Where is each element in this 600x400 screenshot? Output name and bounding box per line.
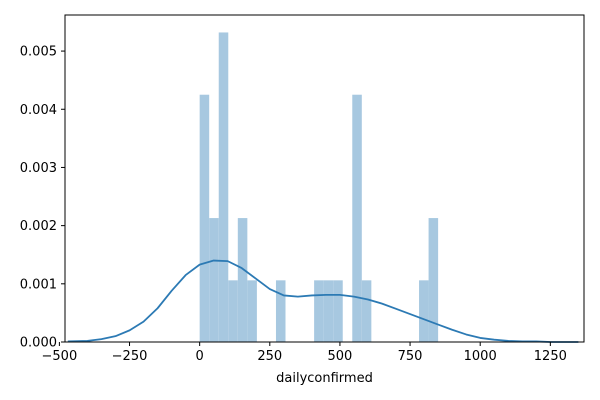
histogram-bar-0: [199, 94, 210, 342]
y-tick-label: 0.000: [20, 336, 57, 351]
histogram-bar-4: [237, 218, 248, 342]
x-tick-label: −250: [112, 349, 148, 364]
plot-frame: [64, 14, 585, 343]
y-tick-label: 0.005: [20, 45, 57, 60]
y-axis-ticks: 0.000 0.001 0.002 0.003 0.004 0.005: [20, 45, 65, 351]
y-tick-label: 0.004: [20, 103, 57, 118]
x-axis-ticks: −500 −250 0 250 500 750 1000 1250: [42, 342, 567, 364]
y-tick-label: 0.001: [20, 277, 57, 292]
histogram-bar-5: [247, 280, 257, 342]
histogram-bar-9: [333, 280, 343, 342]
histogram-bar-2: [218, 32, 229, 343]
y-tick-label: 0.003: [20, 161, 57, 176]
histogram-bar-11: [361, 280, 372, 342]
y-tick-label: 0.002: [20, 219, 57, 234]
histogram-bar-3: [228, 280, 238, 342]
histogram-bar-1: [209, 218, 219, 342]
histogram-bar-8: [323, 280, 334, 342]
histogram-bars: [199, 32, 439, 343]
histogram-bar-7: [314, 280, 324, 342]
histogram-bar-13: [428, 218, 439, 342]
x-tick-label: 250: [257, 349, 282, 364]
kde-layer: [67, 259, 579, 343]
x-tick-label: 500: [328, 349, 353, 364]
x-tick-label: 750: [398, 349, 423, 364]
x-tick-label: 1000: [464, 349, 497, 364]
histogram-bar-10: [352, 94, 362, 342]
x-tick-label: 1250: [534, 349, 567, 364]
histogram-bar-12: [419, 280, 429, 342]
histogram-bar-6: [275, 280, 286, 342]
x-axis-label: dailyconfirmed: [276, 371, 373, 386]
kde-line: [67, 259, 579, 343]
x-tick-label: 0: [196, 349, 204, 364]
x-tick-label: −500: [42, 349, 78, 364]
